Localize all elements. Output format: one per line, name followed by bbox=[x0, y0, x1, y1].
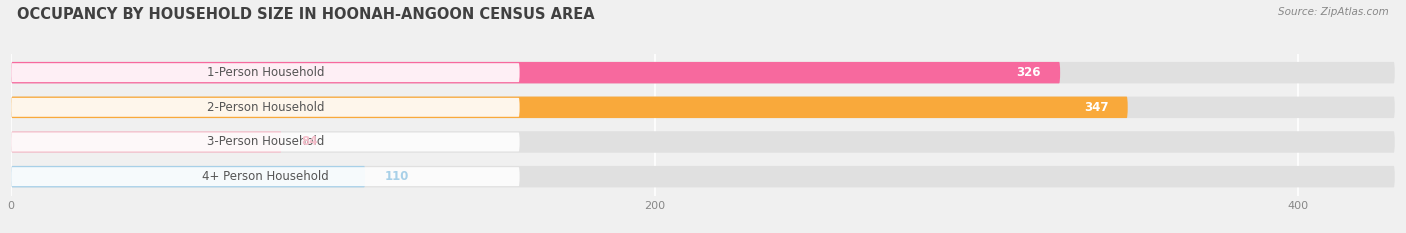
FancyBboxPatch shape bbox=[11, 166, 366, 187]
Text: 84: 84 bbox=[301, 135, 318, 148]
FancyBboxPatch shape bbox=[11, 96, 1395, 118]
FancyBboxPatch shape bbox=[11, 167, 520, 186]
FancyBboxPatch shape bbox=[11, 63, 520, 82]
Text: 2-Person Household: 2-Person Household bbox=[207, 101, 325, 114]
Text: Source: ZipAtlas.com: Source: ZipAtlas.com bbox=[1278, 7, 1389, 17]
Text: 347: 347 bbox=[1084, 101, 1108, 114]
FancyBboxPatch shape bbox=[11, 131, 281, 153]
FancyBboxPatch shape bbox=[11, 131, 1395, 153]
Text: 326: 326 bbox=[1017, 66, 1040, 79]
FancyBboxPatch shape bbox=[11, 166, 1395, 187]
FancyBboxPatch shape bbox=[11, 62, 1060, 83]
Text: 4+ Person Household: 4+ Person Household bbox=[202, 170, 329, 183]
Text: 1-Person Household: 1-Person Household bbox=[207, 66, 325, 79]
Text: 110: 110 bbox=[384, 170, 409, 183]
Text: OCCUPANCY BY HOUSEHOLD SIZE IN HOONAH-ANGOON CENSUS AREA: OCCUPANCY BY HOUSEHOLD SIZE IN HOONAH-AN… bbox=[17, 7, 595, 22]
FancyBboxPatch shape bbox=[11, 133, 520, 151]
FancyBboxPatch shape bbox=[11, 98, 520, 117]
Text: 3-Person Household: 3-Person Household bbox=[207, 135, 325, 148]
FancyBboxPatch shape bbox=[11, 96, 1128, 118]
FancyBboxPatch shape bbox=[11, 62, 1395, 83]
